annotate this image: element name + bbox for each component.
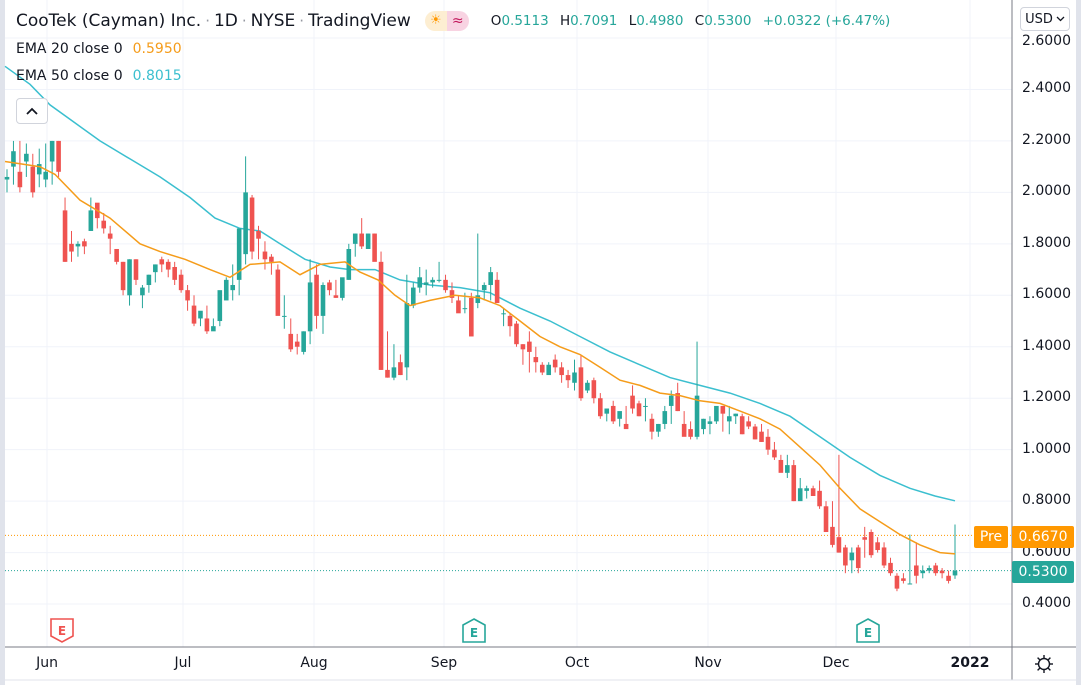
price-axis-tick: 2.2000: [1022, 131, 1071, 148]
sun-icon: ☀: [424, 11, 447, 31]
time-axis-tick: Dec: [822, 655, 850, 671]
symbol-title[interactable]: CooTek (Cayman) Inc.: [16, 11, 202, 31]
currency-label: USD: [1025, 11, 1053, 27]
svg-text:E: E: [864, 626, 872, 640]
separator-dot: ·: [241, 12, 247, 30]
time-axis-tick: Sep: [430, 655, 458, 671]
time-axis-tick: Aug: [300, 655, 328, 671]
low-label: L0.4980: [628, 13, 684, 29]
exchange-label: NYSE: [250, 11, 296, 31]
right-toolbar-edge: [1076, 0, 1081, 685]
chart-settings-button[interactable]: [1033, 653, 1055, 675]
chart-legend: CooTek (Cayman) Inc. · 1D · NYSE · Tradi…: [16, 8, 890, 89]
ema-20-legend[interactable]: EMA 20 close 0 0.5950: [16, 34, 890, 63]
time-axis-tick: Jun: [36, 655, 58, 671]
ema-50-value: 0.8015: [132, 68, 182, 84]
earnings-marker[interactable]: E: [856, 618, 880, 643]
open-value: 0.5113: [501, 13, 549, 29]
ema-20-label: EMA 20 close 0: [16, 40, 123, 57]
market-status-pill[interactable]: ☀ ≈: [424, 11, 469, 31]
ohlc-values: O0.5113 H0.7091 L0.4980 C0.5300 +0.0322 …: [491, 13, 891, 29]
open-label: O0.5113: [490, 13, 549, 29]
ema-20-value: 0.5950: [132, 40, 182, 57]
ema-50-label: EMA 50 close 0: [16, 68, 123, 84]
last-price-tag: 0.5300: [1012, 561, 1074, 583]
ema-50-legend[interactable]: EMA 50 close 0 0.8015: [16, 63, 890, 89]
price-axis-tick: 1.2000: [1022, 389, 1071, 406]
price-axis-tick: 0.4000: [1022, 595, 1071, 612]
change-value: +0.0322 (+6.47%): [762, 13, 891, 29]
price-axis-tick: 2.4000: [1022, 80, 1071, 97]
price-axis-tick: 1.0000: [1022, 440, 1071, 457]
source-label: TradingView: [308, 11, 411, 31]
chevron-up-icon: [26, 107, 38, 115]
earnings-marker[interactable]: E: [50, 618, 74, 643]
price-axis-tick: 2.6000: [1022, 33, 1071, 49]
close-label: C0.5300: [694, 13, 752, 29]
price-axis-tick: 1.8000: [1022, 234, 1071, 251]
time-axis-tick: Nov: [694, 655, 722, 671]
price-axis-tick: 2.0000: [1022, 183, 1071, 200]
premarket-price-tag: 0.6670: [1012, 526, 1074, 548]
time-axis-tick: 2022: [950, 655, 990, 671]
price-axis-tick: 0.8000: [1022, 492, 1071, 509]
time-axis-tick: Jul: [174, 655, 192, 671]
low-value: 0.4980: [636, 13, 684, 29]
interval-label[interactable]: 1D: [213, 11, 238, 31]
symbol-header: CooTek (Cayman) Inc. · 1D · NYSE · Tradi…: [16, 8, 890, 34]
svg-text:E: E: [470, 626, 478, 640]
svg-text:E: E: [58, 624, 66, 638]
time-axis-tick: Oct: [564, 655, 590, 671]
candlestick-series: [4, 140, 958, 592]
price-axis-tick: 1.6000: [1022, 286, 1071, 303]
separator-dot: ·: [205, 12, 210, 30]
high-value: 0.7091: [570, 13, 618, 29]
left-toolbar-edge: [0, 0, 5, 685]
gear-icon: [1035, 655, 1053, 673]
currency-selector[interactable]: USD: [1020, 7, 1070, 31]
price-axis-tick: 1.4000: [1022, 337, 1071, 354]
earnings-marker[interactable]: E: [462, 618, 486, 643]
premarket-label: Pre: [974, 526, 1008, 548]
chevron-down-icon: [1056, 16, 1065, 22]
chart-grid: [5, 0, 1012, 647]
ema-20-line: [4, 160, 956, 555]
separator-dot: ·: [299, 12, 305, 30]
high-label: H0.7091: [559, 13, 618, 29]
close-value: 0.5300: [704, 13, 752, 29]
collapse-legend-button[interactable]: [16, 98, 48, 124]
wave-icon: ≈: [446, 11, 469, 31]
